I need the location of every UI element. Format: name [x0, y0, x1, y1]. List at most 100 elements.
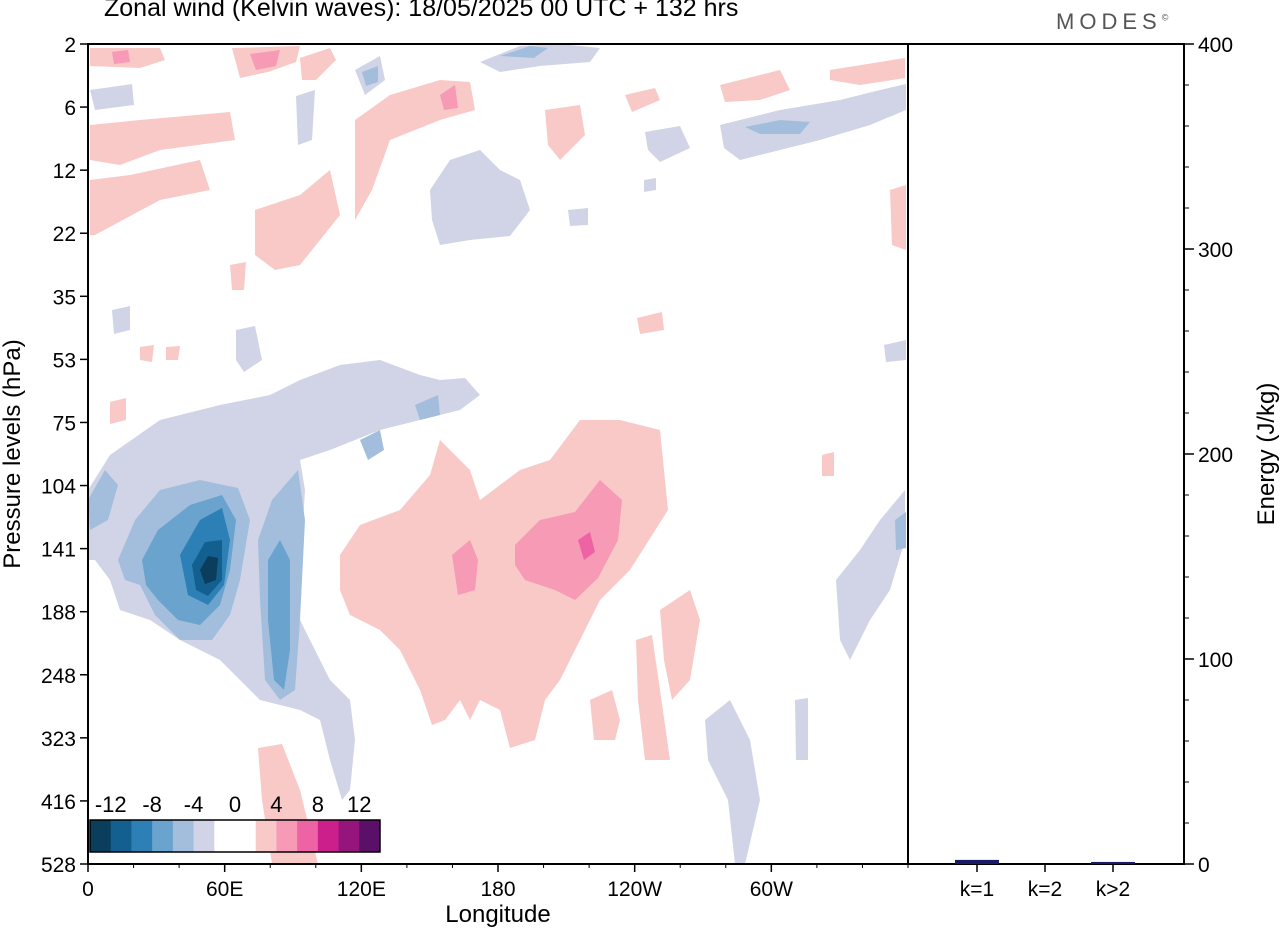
y-tick-label: 2 [64, 34, 76, 57]
contour-patch-41 [415, 395, 440, 420]
contour-patch-8 [440, 85, 458, 110]
contour-patch-16 [230, 262, 246, 290]
colorbar-swatch [317, 820, 340, 852]
colorbar-label: -4 [184, 792, 204, 817]
colorbar-swatch [152, 820, 174, 852]
x-tick-label: 60E [206, 878, 243, 901]
energy-tick-label: 100 [1198, 649, 1233, 672]
contour-patch-39 [268, 540, 290, 690]
contour-patch-43 [836, 490, 905, 660]
colorbar-swatch [338, 820, 360, 852]
contour-patch-22 [822, 452, 834, 476]
y-axis-label: Pressure levels (hPa) [0, 339, 26, 568]
contour-patch-1 [112, 50, 130, 64]
energy-tick-label: 200 [1198, 444, 1233, 467]
colorbar-label: 8 [312, 792, 324, 817]
contour-patch-46 [480, 44, 600, 72]
contour-patch-21 [166, 346, 180, 360]
colorbar-frame [89, 819, 381, 853]
contour-patch-32 [88, 470, 118, 530]
brand-mark: © [1161, 12, 1169, 23]
x-axis-label: Longitude [445, 901, 550, 928]
energy-category-label: k>2 [1096, 878, 1130, 901]
contour-patch-3 [250, 50, 280, 70]
energy-tick-label: 0 [1198, 854, 1210, 877]
contour-patch-5 [90, 112, 235, 165]
y-tick-label: 6 [64, 97, 76, 120]
contour-patch-9 [255, 170, 340, 270]
colorbar-label: 12 [347, 792, 371, 817]
colorbar-swatch [255, 820, 277, 852]
colorbar-swatch [235, 820, 257, 852]
colorbar-label: 0 [229, 792, 241, 817]
contour-patch-47 [500, 46, 548, 58]
contour-patch-40 [360, 430, 384, 460]
colorbar-swatch [359, 820, 381, 852]
y-tick-label: 416 [41, 791, 76, 814]
energy-category-label: k=1 [960, 878, 994, 901]
y-tick-label: 104 [41, 476, 76, 499]
colorbar-swatch [193, 820, 215, 852]
y-tick-label: 22 [53, 223, 76, 246]
energy-tick-label: 300 [1198, 239, 1233, 262]
y-tick-label: 248 [41, 665, 76, 688]
colorbar-swatch [172, 820, 195, 852]
colorbar-swatch [110, 820, 132, 852]
y-tick-label: 141 [41, 539, 76, 562]
contour-patch-54 [362, 66, 378, 86]
x-axis: 0 60E 120E 180 120W 60W [82, 864, 909, 901]
colorbar-label: -8 [142, 792, 162, 817]
contour-patch-13 [625, 88, 660, 112]
colorbar-swatch [276, 820, 298, 852]
colorbar-swatch [90, 820, 112, 852]
energy-category-label: k=2 [1028, 878, 1062, 901]
contour-patch-37 [200, 556, 218, 584]
energy-bar-chart: 0 100 200 300 400 k=1 k=2 k>2 Energy (J/kg) [907, 34, 1280, 901]
colorbar-swatch [297, 820, 319, 852]
x-tick-label: 120E [337, 878, 386, 901]
contour-patch-14 [890, 185, 906, 250]
colorbar-swatch [214, 820, 236, 852]
contour-patch-6 [90, 160, 210, 235]
contour-patch-42 [705, 700, 760, 864]
contour-patch-12 [830, 58, 905, 85]
energy-bars [955, 859, 1135, 864]
contour-patch-20 [140, 345, 154, 362]
y-axis: 2 6 12 22 35 53 75 104 141 188 248 323 416 528 [41, 34, 88, 877]
x-tick-label: 0 [82, 878, 94, 901]
y-tick-label: 528 [41, 854, 76, 877]
colorbar-label: 4 [270, 792, 282, 817]
contour-patch-7 [355, 80, 475, 220]
energy-bar-k=1 [955, 859, 999, 864]
contour-patch-52 [90, 84, 134, 110]
x-tick-label: 120W [607, 878, 662, 901]
contour-patch-28 [452, 540, 478, 595]
contour-patch-25 [636, 635, 670, 760]
contour-patch-59 [568, 208, 588, 226]
contour-patch-49 [720, 84, 906, 160]
contour-patch-48 [430, 150, 530, 245]
contour-patch-56 [112, 306, 130, 334]
contour-patch-11 [720, 70, 790, 102]
contour-patch-4 [300, 48, 336, 80]
contour-patch-50 [745, 120, 810, 134]
x-tick-label: 60W [750, 878, 793, 901]
y-tick-label: 75 [53, 412, 76, 435]
energy-axis: 0 100 200 300 400 [1184, 34, 1233, 877]
energy-frame [907, 43, 1185, 865]
contour-patch-24 [590, 690, 620, 740]
contour-patch-51 [645, 126, 690, 162]
contour-patch-10 [545, 105, 585, 160]
contour-patch-44 [895, 512, 906, 550]
contour-patch-60 [644, 178, 656, 192]
energy-axis-label: Energy (J/kg) [1253, 383, 1280, 526]
y-tick-label: 12 [53, 160, 76, 183]
contour-patch-57 [236, 326, 262, 372]
y-tick-label: 323 [41, 728, 76, 751]
colorbar-swatch [131, 820, 153, 852]
contour-patch-58 [884, 340, 906, 362]
contour-patch-15 [637, 312, 664, 334]
contour-patch-30 [578, 532, 595, 560]
y-tick-label: 188 [41, 602, 76, 625]
